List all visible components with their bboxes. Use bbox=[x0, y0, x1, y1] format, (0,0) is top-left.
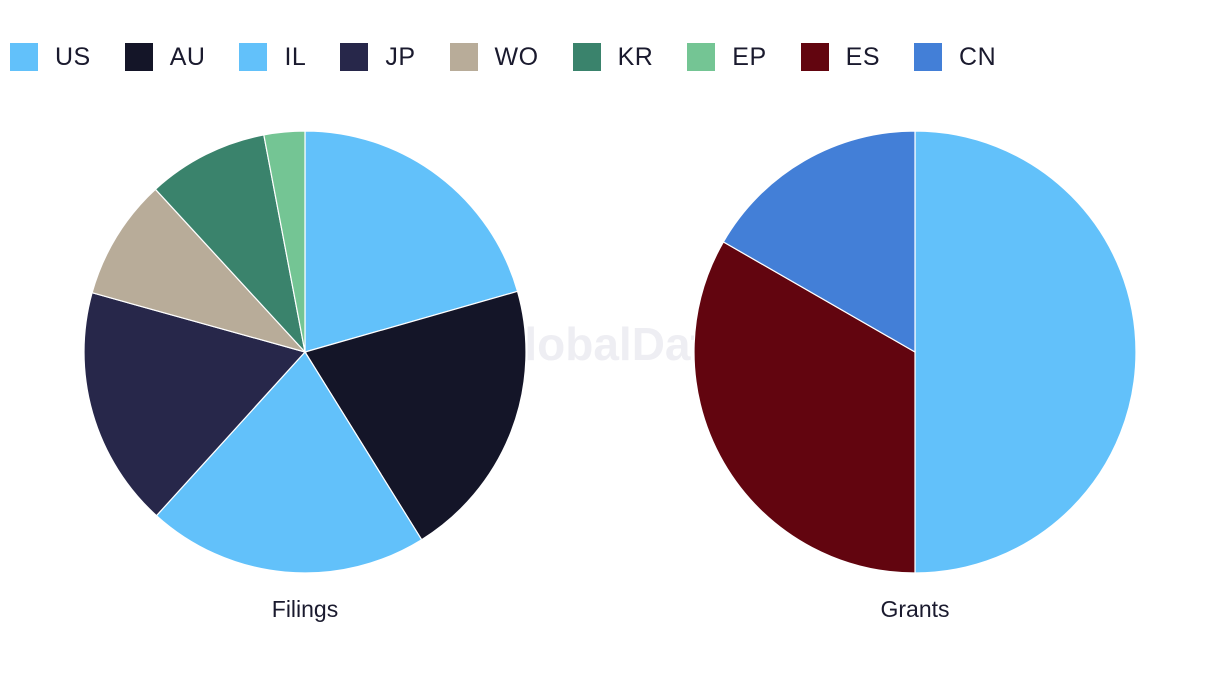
pie-slice-filings-us bbox=[304, 130, 519, 353]
pie-slice-filings-au bbox=[304, 290, 527, 541]
legend-swatch bbox=[340, 43, 369, 71]
legend-item-ep: EP bbox=[687, 43, 766, 72]
pie-slice-grants-es bbox=[693, 241, 916, 574]
legend-item-jp: JP bbox=[340, 43, 415, 72]
legend-item-il: IL bbox=[239, 43, 306, 72]
pie-slice-filings-il bbox=[155, 351, 423, 574]
legend-swatch bbox=[914, 43, 943, 71]
legend-item-cn: CN bbox=[914, 43, 996, 72]
legend-label: EP bbox=[732, 42, 767, 71]
legend-item-es: ES bbox=[800, 42, 881, 72]
pie-slice-grants-us bbox=[914, 130, 1137, 574]
legend-label: AU bbox=[169, 42, 206, 71]
legend-swatch bbox=[239, 43, 268, 71]
legend-swatch bbox=[800, 43, 829, 71]
legend-swatch bbox=[449, 43, 478, 71]
pie-title-filings: Filings bbox=[272, 596, 338, 622]
legend-label: ES bbox=[845, 42, 881, 71]
pie-grants bbox=[693, 130, 1137, 574]
pie-slice-filings-wo bbox=[91, 188, 307, 354]
pie-slice-filings-kr bbox=[154, 134, 306, 354]
legend-label: JP bbox=[385, 42, 416, 71]
legend-item-us: US bbox=[10, 43, 91, 72]
pie-slice-grants-cn bbox=[722, 130, 916, 354]
pie-slice-filings-jp bbox=[83, 291, 307, 517]
legend-label: CN bbox=[959, 42, 997, 71]
pie-filings bbox=[83, 130, 527, 574]
legend-label: IL bbox=[284, 42, 307, 71]
legend-swatch bbox=[10, 43, 38, 71]
pie-title-grants: Grants bbox=[880, 596, 949, 622]
legend-item-kr: KR bbox=[572, 42, 654, 72]
legend-swatch bbox=[572, 43, 601, 71]
legend-item-wo: WO bbox=[449, 42, 539, 72]
pie-slice-filings-ep bbox=[263, 130, 306, 353]
legend-swatch bbox=[124, 43, 153, 71]
legend-label: US bbox=[55, 42, 91, 71]
chart-legend: US AU IL JP WO KR EP ES CN bbox=[10, 40, 1030, 74]
legend-label: KR bbox=[617, 42, 654, 71]
legend-swatch bbox=[687, 43, 716, 71]
legend-item-au: AU bbox=[124, 42, 206, 72]
legend-label: WO bbox=[494, 42, 539, 71]
watermark: GlobalData bbox=[489, 318, 732, 370]
